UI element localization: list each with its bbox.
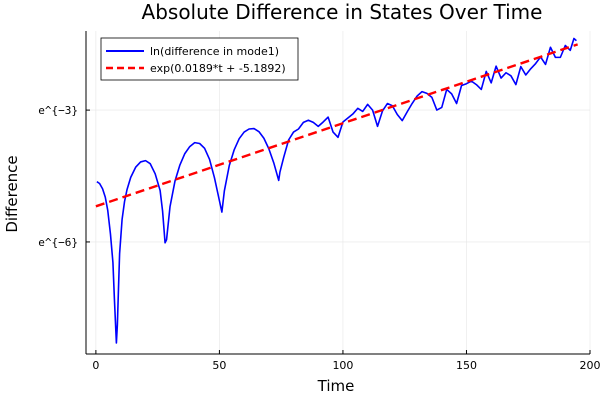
y-tick-label: e^{−3} <box>38 104 78 117</box>
series-layer <box>95 37 579 344</box>
x-tick-layer: 0 50 100 150 200 <box>92 350 600 372</box>
y-tick-layer: e^{−6} e^{−3} <box>38 104 90 249</box>
x-tick-label: 100 <box>332 359 353 372</box>
y-tick-label: e^{−6} <box>38 236 78 249</box>
plot-frame <box>85 31 590 355</box>
series-line-2 <box>95 43 579 208</box>
series-line-1 <box>96 37 577 344</box>
legend-box <box>100 37 299 81</box>
x-tick-label: 200 <box>580 359 600 372</box>
x-axis-label: Time <box>317 377 355 395</box>
y-axis-label: Difference <box>3 155 21 232</box>
x-tick-label: 0 <box>92 359 99 372</box>
grid-layer <box>86 31 591 354</box>
chart-title: Absolute Difference in States Over Time <box>142 0 543 24</box>
legend: ln(difference in mode1) exp(0.0189*t + -… <box>100 37 299 81</box>
legend-label-series-1: ln(difference in mode1) <box>150 45 279 58</box>
legend-label-series-2: exp(0.0189*t + -5.1892) <box>150 62 286 75</box>
x-tick-label: 50 <box>212 359 226 372</box>
x-tick-label: 150 <box>456 359 477 372</box>
